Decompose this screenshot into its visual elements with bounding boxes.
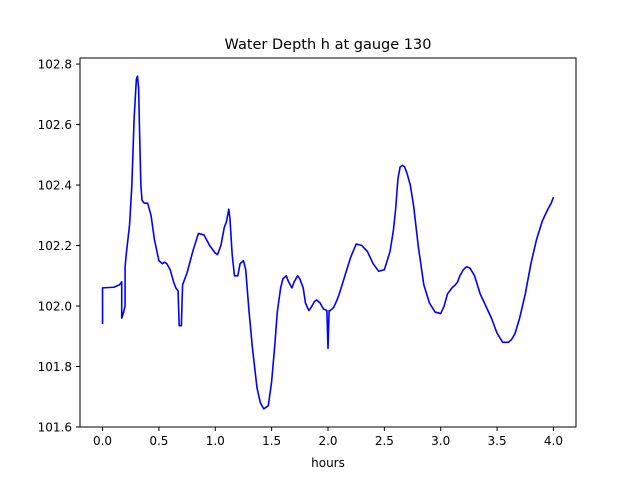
y-tick-label: 101.6 (38, 421, 72, 435)
y-axis: 101.6 101.8 102.0 102.2 102.4 102.6 102.8 (38, 58, 80, 435)
x-tick-label: 4.0 (544, 434, 563, 448)
y-tick-label: 102.0 (38, 300, 72, 314)
plot-area (101, 75, 555, 410)
x-tick-label: 1.0 (206, 434, 225, 448)
x-axis: 0.0 0.5 1.0 1.5 2.0 2.5 3.0 3.5 4.0 (93, 427, 563, 448)
y-tick-label: 102.2 (38, 239, 72, 253)
x-tick-label: 2.5 (375, 434, 394, 448)
x-tick-label: 2.0 (318, 434, 337, 448)
series-line-0 (101, 75, 555, 410)
y-tick-label: 102.4 (38, 179, 72, 193)
x-tick-label: 1.5 (262, 434, 281, 448)
x-tick-label: 0.0 (93, 434, 112, 448)
x-tick-label: 3.0 (431, 434, 450, 448)
y-tick-label: 102.6 (38, 118, 72, 132)
x-tick-label: 0.5 (149, 434, 168, 448)
chart-title: Water Depth h at gauge 130 (225, 37, 432, 53)
y-tick-label: 101.8 (38, 360, 72, 374)
y-tick-label: 102.8 (38, 58, 72, 72)
x-tick-label: 3.5 (488, 434, 507, 448)
x-axis-label: hours (311, 456, 345, 470)
